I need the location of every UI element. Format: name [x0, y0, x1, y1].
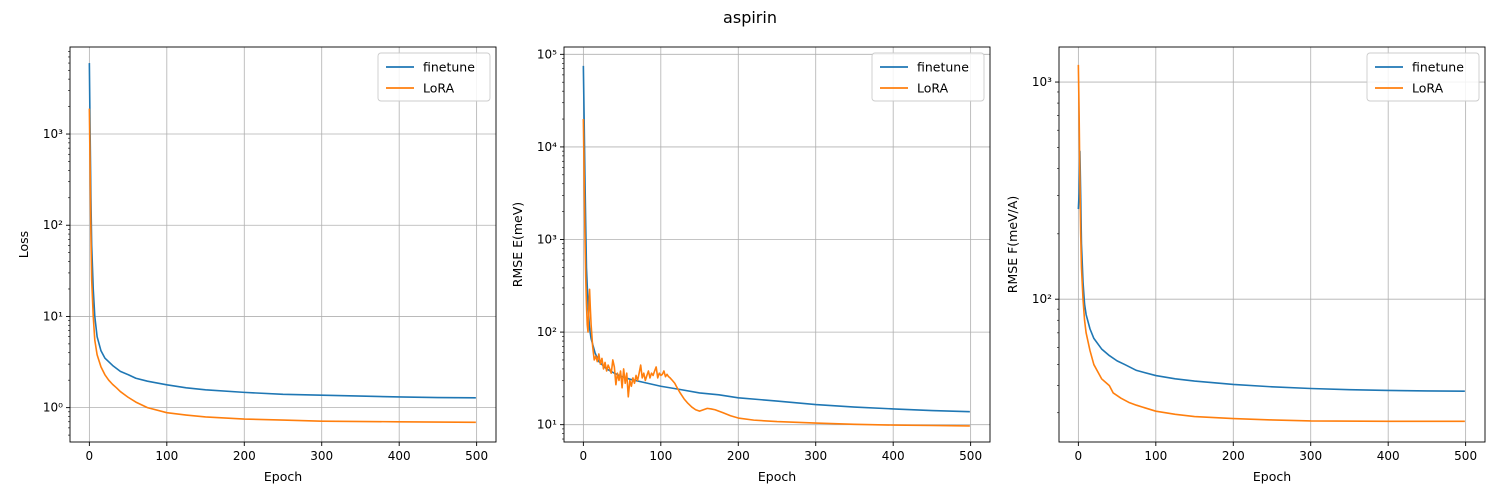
y-tick-label: 10² [1032, 292, 1052, 306]
x-tick-label: 100 [649, 449, 672, 463]
x-tick-label: 300 [804, 449, 827, 463]
x-tick-label: 400 [388, 449, 411, 463]
legend-label-lora: LoRA [917, 81, 949, 96]
x-tick-label: 0 [1075, 449, 1083, 463]
chart-2: 0 100 200 300 400 500 10¹ 10² 10³ 10⁴ 10⁵ Epoch RMSE… [510, 46, 991, 484]
series-line-finetune [1077, 150, 1465, 392]
legend: finetune LoRA [1366, 52, 1480, 102]
y-tick-label: 10⁵ [537, 47, 557, 61]
y-tick-label: 10³ [1032, 75, 1052, 89]
y-tick-label: 10³ [537, 233, 557, 247]
x-tick-label: 300 [310, 449, 333, 463]
x-tick-label: 500 [1454, 449, 1477, 463]
plot-frame [563, 46, 991, 443]
x-tick-label: 400 [1377, 449, 1400, 463]
legend-label-lora: LoRA [1412, 81, 1444, 96]
x-axis-label: Epoch [758, 469, 796, 484]
figure-suptitle: aspirin [723, 8, 777, 27]
x-tick-label: 0 [86, 449, 94, 463]
y-tick-label: 10⁰ [43, 401, 63, 415]
x-tick-label: 200 [727, 449, 750, 463]
series-line-lora [1077, 64, 1465, 423]
series-line-finetune [88, 63, 476, 399]
legend: finetune LoRA [377, 52, 491, 102]
x-axis-label: Epoch [264, 469, 302, 484]
legend-box [1366, 52, 1480, 102]
legend-label-lora: LoRA [423, 81, 455, 96]
series-line-lora [88, 108, 476, 424]
y-tick-label: 10¹ [43, 309, 63, 323]
plot-frame [69, 46, 497, 443]
x-tick-label: 500 [465, 449, 488, 463]
y-tick-label: 10² [43, 218, 63, 232]
x-tick-label: 100 [1144, 449, 1167, 463]
y-axis-label: RMSE F(meV/A) [1005, 196, 1020, 293]
series-line-lora [582, 119, 970, 427]
chart-1: 0 100 200 300 400 500 10⁰ 10¹ 10² 10³ Epoch Loss fin… [16, 46, 497, 484]
legend-box [871, 52, 985, 102]
x-tick-label: 0 [580, 449, 588, 463]
legend-label-finetune: finetune [917, 60, 969, 75]
plot-frame [1058, 46, 1486, 443]
x-tick-label: 200 [233, 449, 256, 463]
y-axis-label: Loss [16, 231, 31, 258]
chart-3: 0 100 200 300 400 500 10² 10³ Epoch RMSE F(meV/A)… [1005, 46, 1486, 484]
series-line-finetune [582, 65, 970, 413]
y-axis-label: RMSE E(meV) [510, 202, 525, 287]
y-tick-label: 10³ [43, 127, 63, 141]
x-tick-label: 500 [959, 449, 982, 463]
legend: finetune LoRA [871, 52, 985, 102]
y-tick-label: 10² [537, 325, 557, 339]
x-tick-label: 300 [1299, 449, 1322, 463]
legend-label-finetune: finetune [1412, 60, 1464, 75]
legend-box [377, 52, 491, 102]
y-tick-label: 10¹ [537, 418, 557, 432]
y-tick-label: 10⁴ [537, 140, 557, 154]
x-axis-label: Epoch [1253, 469, 1291, 484]
x-tick-label: 200 [1222, 449, 1245, 463]
x-tick-label: 100 [155, 449, 178, 463]
legend-label-finetune: finetune [423, 60, 475, 75]
x-tick-label: 400 [882, 449, 905, 463]
